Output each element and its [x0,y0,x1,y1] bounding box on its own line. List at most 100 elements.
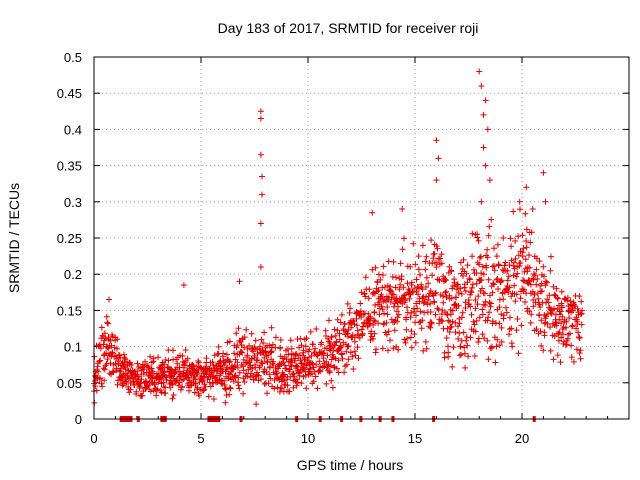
data-point [558,334,565,341]
data-point [506,262,513,269]
data-point [310,341,316,348]
data-point [134,360,141,367]
data-point [480,144,487,151]
data-point [399,206,406,212]
data-point [563,341,570,348]
data-point [558,308,564,315]
data-point [235,325,242,332]
data-point [496,320,503,327]
data-point [467,303,474,310]
data-point [408,328,415,335]
data-point [415,285,422,292]
data-point [277,337,284,343]
data-point [320,350,327,356]
data-point [209,359,216,365]
data-point [192,376,199,383]
data-point [436,277,443,284]
data-point [426,323,433,330]
data-point [252,337,259,344]
data-point [447,324,454,331]
data-point [267,363,273,370]
data-point [478,277,485,283]
data-point [406,287,413,294]
data-point [443,335,450,341]
y-tick-label: 0.35 [57,159,82,174]
data-point [380,263,387,270]
data-point [527,281,534,288]
data-point [100,341,107,348]
data-point [145,382,151,389]
y-tick-label: 0.2 [64,267,82,282]
data-point [218,363,224,370]
data-point [576,335,583,341]
data-point [115,352,122,358]
data-point [504,277,511,284]
data-point [385,347,391,354]
data-point [194,384,201,391]
data-point [554,295,561,302]
data-point [302,343,309,350]
data-point [438,251,445,258]
data-point [393,274,399,281]
data-point [448,295,455,302]
data-point [248,330,255,337]
data-point [167,384,174,391]
data-point [463,337,470,344]
data-point [434,305,441,312]
data-point [233,330,240,337]
data-point [539,288,545,295]
data-point [402,339,409,346]
data-point [197,364,204,371]
data-point [370,322,377,328]
data-point [181,362,188,369]
data-point [502,259,509,266]
data-point [101,330,108,337]
data-point [277,344,284,351]
data-point [326,369,333,376]
data-point [383,331,390,338]
data-point [223,366,230,373]
data-point [199,377,206,384]
data-point [337,344,344,350]
data-point [401,292,407,299]
data-point [177,386,184,393]
data-point [454,281,461,288]
data-point [434,245,441,252]
data-point [309,360,316,367]
data-point [496,304,503,311]
data-point [448,323,455,330]
data-point [288,345,295,352]
data-point [95,368,102,375]
data-point [449,318,456,325]
data-point [401,336,408,343]
data-point [104,356,111,363]
data-point [404,304,410,311]
data-point [527,319,534,326]
data-point [491,245,497,252]
data-point [211,352,218,359]
data-point [313,326,320,332]
data-point [441,354,448,361]
data-point [310,364,317,371]
data-point [492,359,499,366]
data-point [486,177,493,184]
data-point [226,391,233,398]
data-point [109,350,116,357]
data-point [186,387,192,394]
data-point [485,232,492,239]
data-point [234,359,241,366]
data-point [481,335,488,342]
data-point [563,324,570,331]
data-point [488,344,495,351]
data-point [495,262,502,269]
data-point [578,321,585,328]
data-point [467,288,474,295]
data-point [273,370,280,377]
data-point [551,291,558,298]
data-point [322,327,329,334]
data-point [318,339,325,346]
data-point [148,365,155,372]
data-point [223,386,230,393]
data-point [525,277,532,284]
data-point [398,273,405,280]
